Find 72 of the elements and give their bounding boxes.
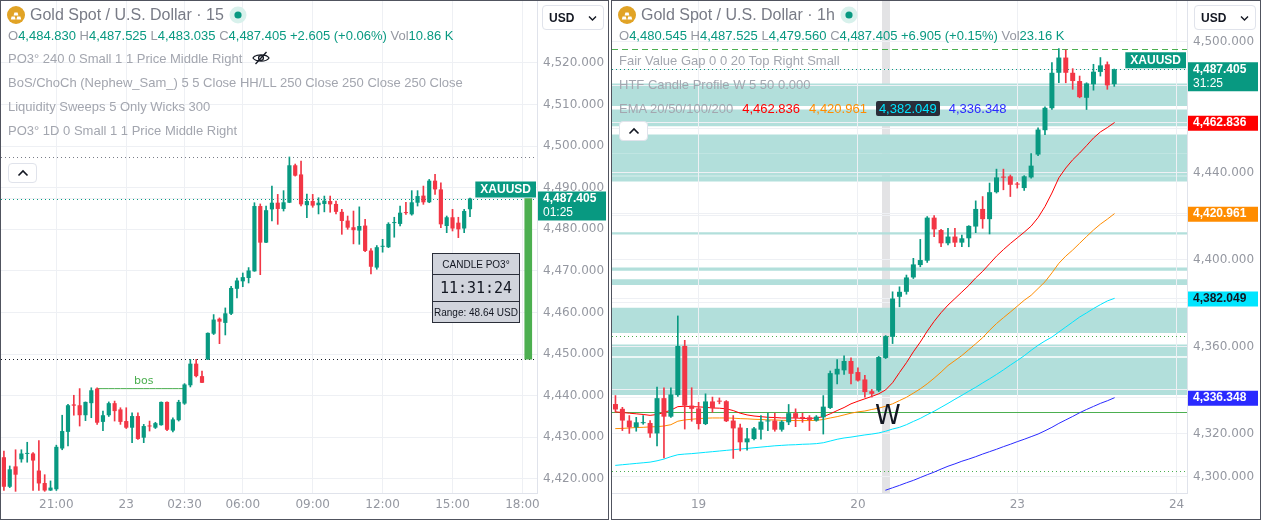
annotation: XAUUSD [1130, 52, 1182, 67]
y-tick-label: 4,450.000 [543, 346, 605, 361]
currency-dropdown: USD [542, 5, 604, 30]
y-tick-label: 4,500.000 [543, 138, 605, 153]
text: 4,420.961 [809, 100, 867, 116]
candlestick [25, 441, 30, 463]
y-tick-label: 4,500.000 [1193, 34, 1255, 49]
x-tick-label: 15:00 [435, 497, 470, 512]
y-tick-label: 4,470.000 [543, 263, 605, 278]
candlestick [640, 415, 646, 425]
text: O4,484.830 H4,487.525 L4,483.035 C4,487.405 +2.605 (+0.06%) Vol10.86 K [8, 28, 454, 43]
annotation: CANDLE PO3° [433, 254, 519, 275]
annotation: Range: 48.64 USD [433, 305, 519, 320]
text: O4,480.545 H4,487.525 L4,479.560 C4,487.405 +6.905 (+0.15%) Vol23.16 K [619, 28, 1065, 43]
y-tick-label: 4,520.000 [543, 55, 605, 70]
y-tick-label: 4,440.000 [543, 387, 605, 402]
info-panel: CANDLE PO3° 11:31:24 Range: 48.64 USD [432, 253, 520, 323]
x-tick-label: 21:00 [39, 497, 74, 512]
x-tick-label: 19 [690, 497, 707, 512]
candlestick [730, 415, 736, 459]
candlestick [917, 239, 923, 268]
currency-dropdown: USD [1194, 5, 1256, 30]
chart-title: Gold Spot / U.S. Dollar · 15 [30, 6, 224, 24]
annotation: XAUUSD [480, 181, 532, 196]
candlestick [30, 452, 36, 491]
y-tick-label: 4,430.000 [543, 429, 605, 444]
y-tick-label: 4,382.049 [1193, 290, 1247, 305]
x-tick-label: 02:30 [167, 497, 202, 512]
text: 01:25 [543, 204, 574, 219]
annotation: 11:31:24 [433, 275, 519, 302]
chart-title: Gold Spot / U.S. Dollar · 1h [641, 6, 835, 24]
y-tick-label: 4,480.000 [543, 221, 605, 236]
y-tick-label: 4,460.000 [543, 304, 605, 319]
x-tick-label: 20 [850, 497, 866, 512]
series-label: bos [134, 373, 154, 387]
candlestick [392, 216, 397, 238]
text: 4,462.836 [742, 100, 801, 116]
candlestick [1014, 182, 1020, 189]
annotation: Fair Value Gap 0 0 20 Top Right Small [619, 52, 840, 68]
annotation: PO3° 1D 0 Small 1 1 Price Middle Right [8, 122, 238, 138]
candlestick [357, 206, 362, 245]
candlestick [744, 428, 750, 451]
y-tick-label: 4,420.961 [1193, 206, 1247, 221]
y-tick-label: 4,440.000 [1193, 164, 1255, 179]
y-tick-label: 4,487.405 [1193, 61, 1247, 76]
y-tick-label: 4,510.000 [543, 96, 605, 111]
y-tick-label: 4,336.348 [1193, 390, 1247, 405]
y-tick-label: 4,300.000 [1193, 469, 1255, 484]
y-tick-label: 4,462.836 [1193, 115, 1247, 130]
annotation: Liquidity Sweeps 5 Only Wicks 300 [8, 98, 211, 114]
annotation: BoS/ChoCh (Nephew_Sam_) 5 5 Close HH/LL 250 Close 250 Close 250 Close [8, 74, 463, 90]
y-tick-label: 4,400.000 [1193, 251, 1255, 266]
text: 4,336.348 [948, 100, 1007, 116]
y-tick-label: 4,320.000 [1193, 425, 1255, 440]
candlestick [71, 394, 76, 416]
text: 4,382.049 [875, 100, 940, 116]
x-tick-label: 12:00 [365, 497, 400, 512]
x-tick-label: 23 [1009, 497, 1025, 512]
candlestick [275, 194, 280, 225]
x-tick-label: 09:00 [295, 497, 330, 512]
legend-title: EMA 20/50/100/200 [619, 100, 734, 116]
annotation: HTF Candle Profile W 5 50 0.000 [619, 76, 811, 92]
x-tick-label: 18:00 [505, 497, 540, 512]
candlestick [765, 412, 771, 431]
x-tick-label: 23 [118, 497, 134, 512]
y-tick-label: 4,360.000 [1193, 338, 1255, 353]
candlestick [403, 201, 409, 215]
y-tick-label: 4,420.000 [543, 470, 605, 485]
x-tick-label: 06:00 [225, 497, 261, 512]
annotation: PO3° 240 0 Small 1 1 Price Middle Right [8, 50, 243, 66]
text: 31:25 [1193, 75, 1224, 90]
x-tick-label: 24 [1168, 497, 1185, 512]
